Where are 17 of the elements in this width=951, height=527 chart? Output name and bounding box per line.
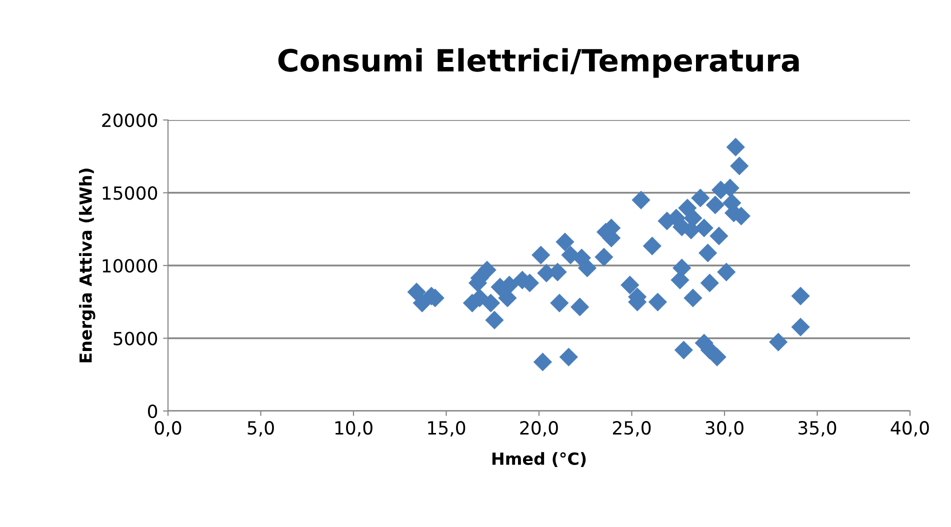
x-tick-label: 0,0	[154, 421, 182, 437]
y-tick-label: 15000	[102, 186, 158, 200]
y-tick-label: 10000	[102, 258, 158, 273]
x-tick-label: 25,0	[612, 421, 651, 437]
x-tick-label: 5,0	[248, 421, 274, 437]
x-axis-title: Hmed (°C)	[492, 452, 586, 467]
y-tick-label: 5000	[114, 332, 158, 346]
y-tick-label: 0	[148, 404, 158, 418]
x-tick-label: 35,0	[798, 421, 836, 437]
y-tick-label: 20000	[102, 113, 158, 128]
x-tick-label: 15,0	[428, 421, 466, 437]
x-tick-label: 20,0	[520, 421, 558, 437]
y-axis-title: Energia Attiva (kWh)	[79, 168, 96, 362]
chart-title: Consumi Elettrici/Temperatura	[278, 48, 799, 78]
x-tick-label: 30,0	[706, 421, 744, 437]
x-tick-label: 10,0	[335, 421, 372, 437]
x-tick-label: 40,0	[890, 421, 929, 437]
